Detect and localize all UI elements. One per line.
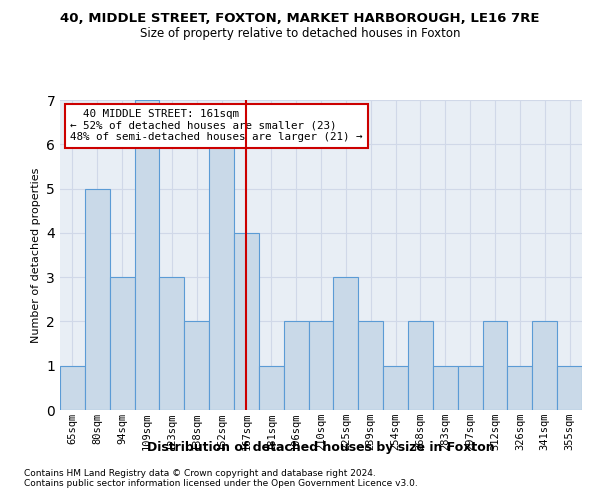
Bar [259, 366, 284, 410]
Bar [557, 366, 582, 410]
Bar [160, 277, 184, 410]
Bar [209, 144, 234, 410]
Text: 40, MIDDLE STREET, FOXTON, MARKET HARBOROUGH, LE16 7RE: 40, MIDDLE STREET, FOXTON, MARKET HARBOR… [60, 12, 540, 26]
Text: Contains HM Land Registry data © Crown copyright and database right 2024.: Contains HM Land Registry data © Crown c… [24, 468, 376, 477]
Bar [383, 366, 408, 410]
Text: Size of property relative to detached houses in Foxton: Size of property relative to detached ho… [140, 28, 460, 40]
Bar [184, 322, 209, 410]
Bar [110, 277, 134, 410]
Text: Distribution of detached houses by size in Foxton: Distribution of detached houses by size … [147, 441, 495, 454]
Y-axis label: Number of detached properties: Number of detached properties [31, 168, 41, 342]
Bar [458, 366, 482, 410]
Text: Contains public sector information licensed under the Open Government Licence v3: Contains public sector information licen… [24, 478, 418, 488]
Bar [508, 366, 532, 410]
Bar [85, 188, 110, 410]
Bar [308, 322, 334, 410]
Bar [60, 366, 85, 410]
Bar [433, 366, 458, 410]
Bar [358, 322, 383, 410]
Text: 40 MIDDLE STREET: 161sqm
← 52% of detached houses are smaller (23)
48% of semi-d: 40 MIDDLE STREET: 161sqm ← 52% of detach… [70, 110, 363, 142]
Bar [482, 322, 508, 410]
Bar [284, 322, 308, 410]
Bar [134, 100, 160, 410]
Bar [532, 322, 557, 410]
Bar [334, 277, 358, 410]
Bar [234, 233, 259, 410]
Bar [408, 322, 433, 410]
